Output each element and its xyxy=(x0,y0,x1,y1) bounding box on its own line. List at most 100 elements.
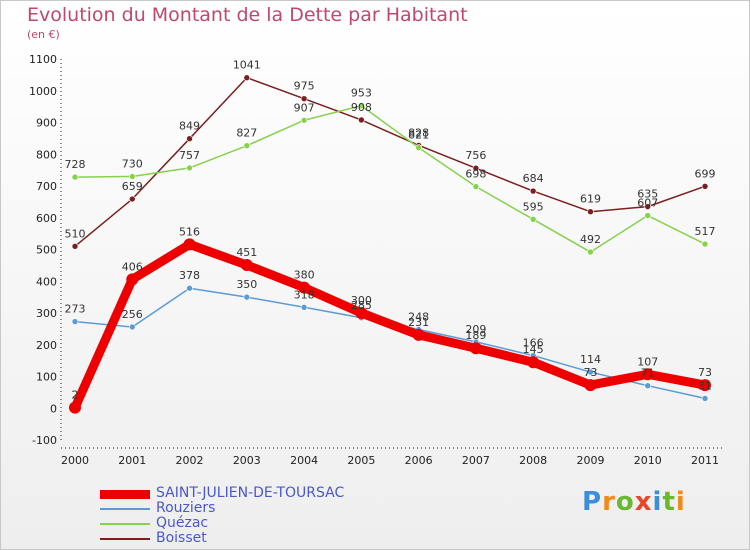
legend-label: Quézac xyxy=(156,515,209,531)
data-label: 517 xyxy=(695,225,716,238)
data-label: 635 xyxy=(637,188,658,201)
logo-letter: t xyxy=(662,487,676,517)
data-labels: 510 659 849 1041 975 908 828 756 684 619 635 699 728… xyxy=(65,59,716,402)
series-lines xyxy=(69,74,711,414)
x-tick-label: 2008 xyxy=(519,454,547,467)
x-tick-label: 2007 xyxy=(462,454,490,467)
data-point xyxy=(300,303,308,311)
logo-letter: o xyxy=(615,487,635,517)
x-tick-label: 2011 xyxy=(691,454,719,467)
data-point xyxy=(644,382,652,390)
legend-swatch xyxy=(100,538,150,540)
y-tick-label: 200 xyxy=(36,339,57,352)
data-point xyxy=(243,74,251,82)
y-tick-label: 600 xyxy=(36,212,57,225)
data-point xyxy=(300,95,308,102)
data-label: 451 xyxy=(236,246,257,259)
logo-letter: P xyxy=(582,487,603,517)
x-tick-label: 2009 xyxy=(576,454,604,467)
data-label: 953 xyxy=(351,87,372,100)
x-tick-label: 2004 xyxy=(290,454,318,467)
data-point xyxy=(527,356,540,369)
data-point xyxy=(300,116,308,124)
axes: -100 0 100 200 300 400 500 600 700 800 900 1000 1100… xyxy=(29,53,722,467)
data-label: 516 xyxy=(179,225,200,238)
y-tick-label: 400 xyxy=(36,275,57,288)
data-label: 699 xyxy=(695,167,716,180)
data-label: 166 xyxy=(523,337,544,350)
data-point xyxy=(641,368,654,381)
data-label: 756 xyxy=(465,149,486,162)
y-tick-label: -100 xyxy=(32,434,57,447)
data-label: 71 xyxy=(641,367,655,380)
data-point xyxy=(472,164,480,172)
data-point xyxy=(240,259,253,272)
data-point xyxy=(186,284,193,292)
data-point xyxy=(701,395,709,402)
data-label: 849 xyxy=(179,120,200,133)
y-tick-label: 1100 xyxy=(29,53,57,66)
chart-subtitle: (en €) xyxy=(27,28,60,41)
data-point xyxy=(183,238,196,251)
data-point xyxy=(298,281,311,294)
data-label: 231 xyxy=(408,316,429,329)
proxiti-logo: Proxiti xyxy=(582,487,686,517)
data-label: 73 xyxy=(583,366,597,379)
series-line xyxy=(70,239,710,413)
data-point xyxy=(243,293,251,301)
x-tick-label: 2005 xyxy=(347,454,375,467)
data-point xyxy=(644,212,652,219)
data-label: 659 xyxy=(122,180,143,193)
data-label: 73 xyxy=(698,366,712,379)
data-label: 1041 xyxy=(233,59,261,72)
x-tick-label: 2000 xyxy=(61,454,89,467)
data-label: 907 xyxy=(294,101,315,114)
data-point xyxy=(584,379,597,392)
data-point xyxy=(358,102,365,109)
data-label: 607 xyxy=(637,197,658,210)
y-tick-label: 700 xyxy=(36,180,57,193)
chart-title: Evolution du Montant de la Dette par Hab… xyxy=(27,4,468,26)
series-line xyxy=(74,76,706,248)
x-tick-label: 2001 xyxy=(118,454,146,467)
logo-letter: x xyxy=(634,487,653,517)
y-tick-label: 1000 xyxy=(29,85,57,98)
data-point xyxy=(415,144,422,151)
data-label: 821 xyxy=(408,129,429,142)
data-label: 728 xyxy=(65,158,86,171)
y-tick-label: 500 xyxy=(36,244,57,257)
x-tick-label: 2006 xyxy=(405,454,433,467)
data-point xyxy=(186,135,193,142)
data-label: 975 xyxy=(294,80,315,93)
data-label: 318 xyxy=(294,288,315,301)
data-point xyxy=(529,216,537,223)
data-label: 31 xyxy=(698,379,712,392)
x-tick-label: 2010 xyxy=(634,454,662,467)
data-point xyxy=(69,401,81,414)
data-point xyxy=(699,379,711,392)
data-label: 827 xyxy=(236,127,257,140)
data-label: 189 xyxy=(465,329,486,342)
data-point xyxy=(587,368,594,376)
y-tick-label: 0 xyxy=(50,402,57,415)
data-point xyxy=(126,273,139,286)
data-label: 908 xyxy=(351,101,372,114)
data-point xyxy=(358,116,365,124)
legend-label: Rouziers xyxy=(156,500,216,516)
logo-letter: r xyxy=(602,487,616,517)
data-label: 698 xyxy=(465,168,486,181)
data-label: 300 xyxy=(351,294,372,307)
data-label: 619 xyxy=(580,193,601,206)
data-label: 114 xyxy=(580,353,601,366)
data-point xyxy=(701,240,709,248)
y-tick-label: 300 xyxy=(36,307,57,320)
data-point xyxy=(469,342,482,355)
data-label: 730 xyxy=(122,157,143,170)
data-point xyxy=(128,173,136,180)
data-label: 145 xyxy=(523,343,544,356)
data-label: 209 xyxy=(465,323,486,336)
data-label: 757 xyxy=(179,149,200,162)
data-point xyxy=(186,164,193,172)
x-tick-label: 2003 xyxy=(233,454,261,467)
